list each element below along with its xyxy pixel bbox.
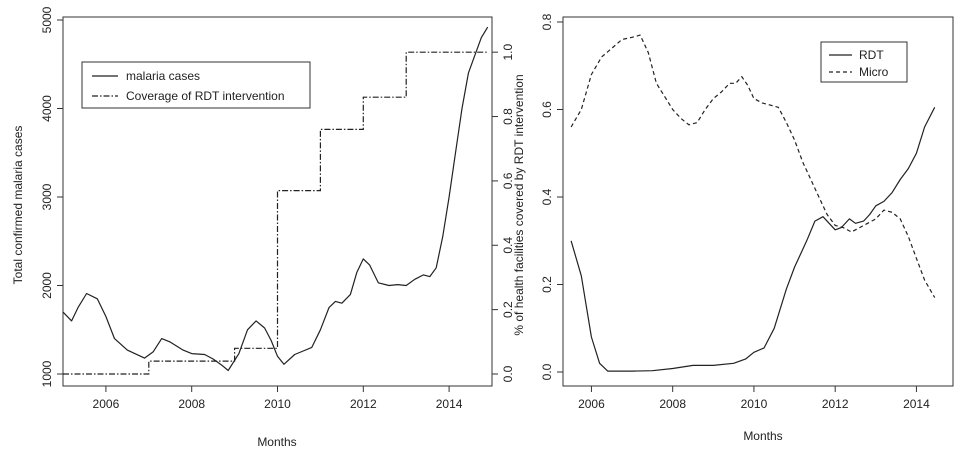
legend-label-rdt: RDT — [859, 48, 884, 62]
right-y-tick-label: 0.6 — [540, 101, 554, 118]
right-y-tick-label: 0.8 — [540, 13, 554, 30]
left-legend: malaria cases Coverage of RDT interventi… — [81, 61, 311, 109]
left-x-tick-label: 2014 — [436, 397, 463, 411]
left-y2-tick-label: 0.0 — [501, 365, 515, 382]
series-line-micro — [570, 34, 936, 298]
right-series — [570, 34, 936, 372]
left-y-axis: 1000 2000 3000 4000 5000 — [40, 6, 63, 387]
right-y-tick-label: 0.0 — [540, 363, 554, 380]
right-y-tick-label: 0.4 — [540, 188, 554, 205]
left-y2-tick-label: 0.4 — [501, 237, 515, 254]
left-x-tick-label: 2008 — [178, 397, 205, 411]
right-x-axis: 2006 2008 2010 2012 2014 — [578, 386, 930, 411]
series-line-malaria-cases — [62, 26, 489, 372]
legend-label-rdt-coverage: Coverage of RDT intervention — [126, 89, 285, 103]
right-y-axis: 0.0 0.2 0.4 0.6 0.8 % of health facilities co… — [512, 13, 563, 380]
left-chart: 2006 2008 2010 2012 2014 1000 2000 3000 4000 500… — [11, 6, 515, 449]
left-y2-tick-label: 0.6 — [501, 172, 515, 189]
right-legend: RDT Micro — [820, 41, 908, 83]
left-x-tick-label: 2006 — [93, 397, 120, 411]
left-y-tick-label: 5000 — [40, 6, 54, 33]
left-y-tick-label: 4000 — [40, 95, 54, 122]
left-y-tick-label: 2000 — [40, 272, 54, 299]
right-plot-frame — [562, 16, 954, 387]
series-line-rdt-coverage — [63, 51, 488, 375]
left-series — [62, 26, 489, 375]
left-y2-tick-label: 0.8 — [501, 108, 515, 125]
right-x-tick-label: 2014 — [903, 397, 930, 411]
left-y2-tick-label: 0.2 — [501, 301, 515, 318]
right-x-tick-label: 2006 — [578, 397, 605, 411]
right-y-tick-label: 0.2 — [540, 276, 554, 293]
right-legend-box — [820, 41, 908, 83]
left-x-tick-label: 2010 — [264, 397, 291, 411]
right-x-axis-label: Months — [743, 429, 782, 443]
right-y-axis-label: % of health facilities covered by RDT in… — [512, 74, 526, 335]
left-x-axis: 2006 2008 2010 2012 2014 — [93, 386, 463, 411]
legend-label-malaria-cases: malaria cases — [126, 69, 200, 83]
left-x-axis-label: Months — [257, 435, 296, 449]
legend-label-micro: Micro — [859, 65, 889, 79]
right-x-tick-label: 2010 — [741, 397, 768, 411]
left-y-tick-label: 1000 — [40, 360, 54, 387]
left-y2-axis: 0.0 0.2 0.4 0.6 0.8 1.0 — [492, 44, 515, 382]
series-line-rdt — [570, 107, 936, 372]
right-x-tick-label: 2008 — [659, 397, 686, 411]
left-y2-tick-label: 1.0 — [501, 44, 515, 61]
left-x-tick-label: 2012 — [350, 397, 377, 411]
right-x-tick-label: 2012 — [822, 397, 849, 411]
left-legend-box — [81, 61, 311, 109]
left-y-axis-label: Total confirmed malaria cases — [11, 126, 25, 285]
right-chart: 2006 2008 2010 2012 2014 0.0 0.2 0.4 0.6 0.8 % of… — [512, 13, 954, 443]
left-y-tick-label: 3000 — [40, 183, 54, 210]
